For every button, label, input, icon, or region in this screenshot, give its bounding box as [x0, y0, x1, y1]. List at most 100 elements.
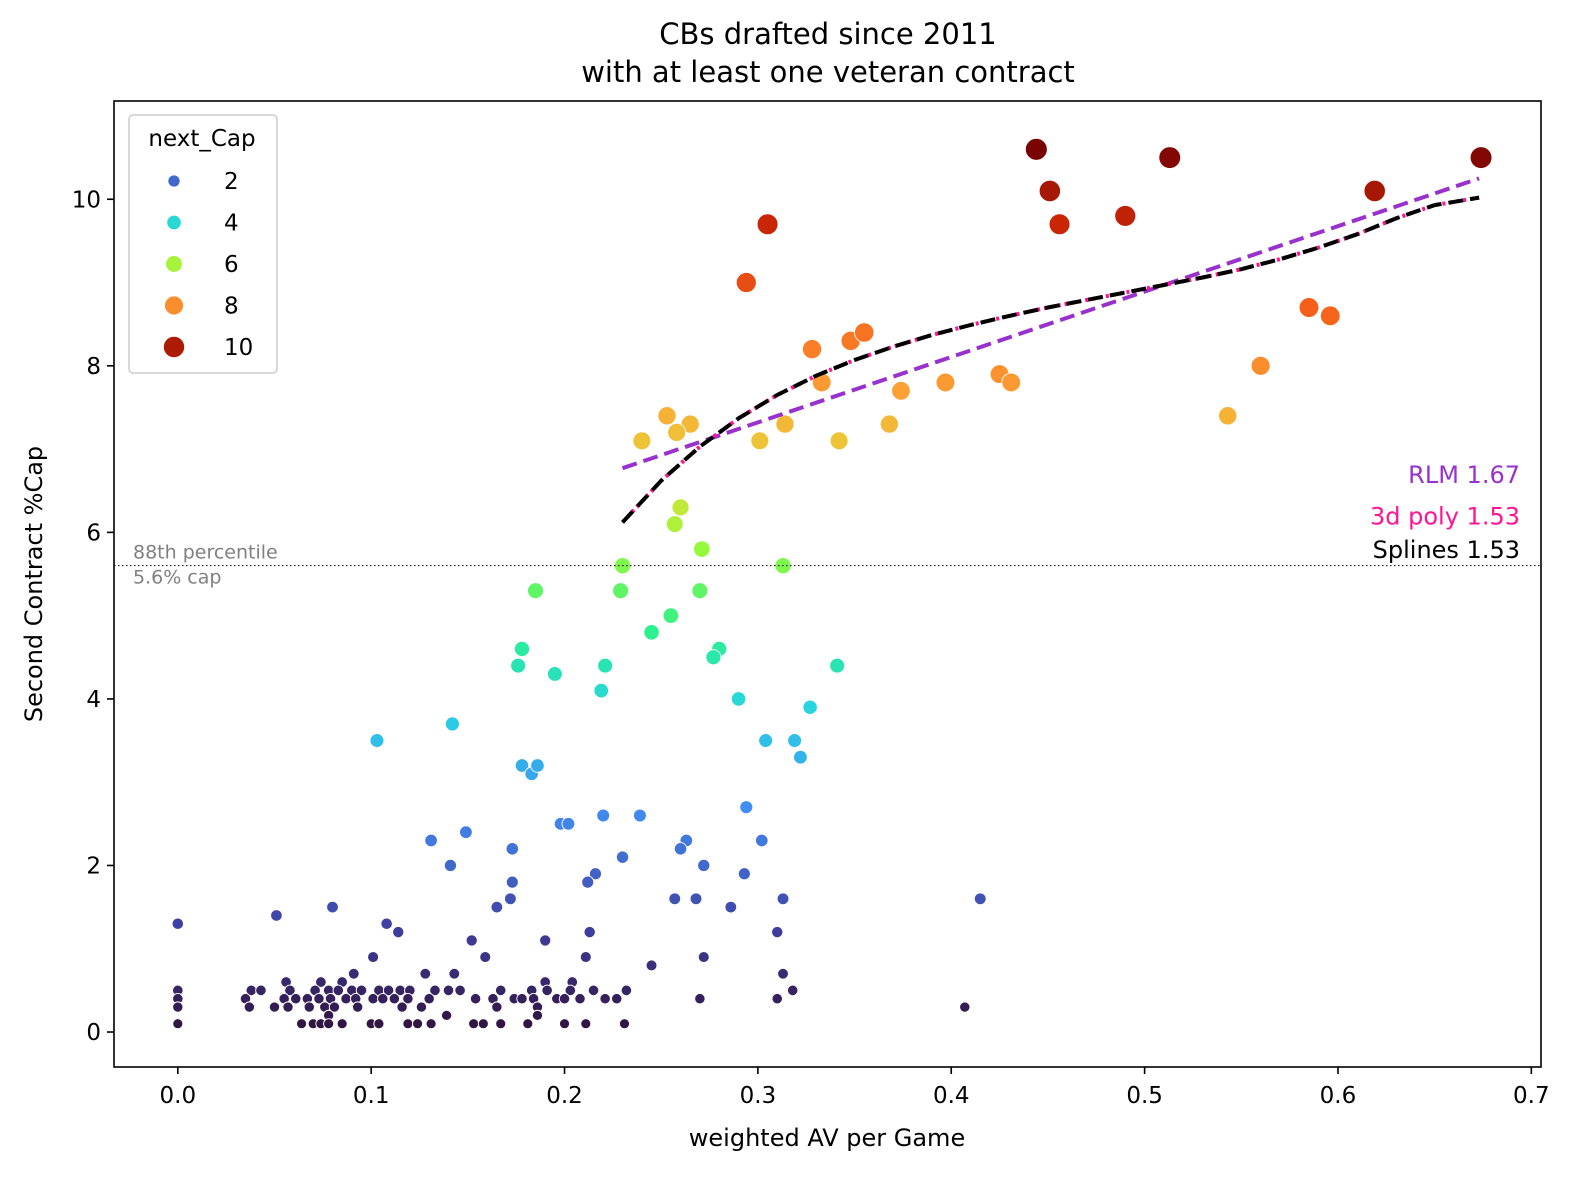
data-point [1219, 407, 1237, 425]
legend: next_Cap 2 4 6 8 10 [129, 115, 277, 373]
data-point [441, 1010, 451, 1020]
data-point [291, 993, 301, 1003]
data-point [854, 323, 874, 343]
data-point [531, 759, 545, 773]
data-point [663, 608, 679, 624]
data-point [1320, 306, 1340, 326]
x-tick-label: 0.7 [1513, 1083, 1550, 1109]
data-point [420, 968, 431, 979]
legend-marker [167, 215, 182, 230]
data-point [424, 993, 434, 1003]
data-point [698, 859, 710, 871]
data-point [759, 734, 773, 748]
data-point [575, 993, 585, 1003]
data-point [337, 1019, 347, 1029]
legend-label: 2 [224, 169, 239, 195]
reference-label-line1: 88th percentile [133, 542, 278, 564]
data-point [600, 993, 610, 1003]
data-point [778, 968, 789, 979]
data-point [269, 1002, 279, 1012]
data-point [413, 1019, 423, 1029]
legend-marker [166, 256, 183, 273]
legend-marker [163, 336, 184, 357]
data-point [755, 834, 768, 847]
data-point [621, 985, 632, 996]
data-point [1299, 298, 1319, 318]
data-point [695, 993, 705, 1003]
data-point [491, 901, 503, 913]
data-point [751, 432, 769, 450]
data-point [506, 843, 518, 855]
data-point [455, 985, 466, 996]
data-point [582, 876, 594, 888]
data-point [740, 801, 753, 814]
data-point [731, 692, 746, 707]
data-point [389, 993, 399, 1003]
data-point [1115, 205, 1136, 226]
data-point [449, 968, 460, 979]
data-point [470, 993, 480, 1003]
y-tick-label: 2 [86, 853, 101, 879]
data-point [496, 1019, 506, 1029]
data-point [594, 683, 609, 698]
data-point [374, 1019, 384, 1029]
data-point [1049, 214, 1070, 235]
data-point [368, 993, 378, 1003]
data-point [542, 985, 553, 996]
data-point [327, 901, 339, 913]
data-point [173, 1019, 183, 1029]
y-tick-label: 8 [86, 354, 101, 380]
data-point [794, 750, 808, 764]
data-point [528, 583, 544, 599]
data-point [244, 1002, 254, 1012]
data-point [692, 583, 708, 599]
x-tick-label: 0.3 [740, 1083, 777, 1109]
data-point [445, 717, 459, 731]
data-point [324, 1019, 334, 1029]
data-point [633, 432, 651, 450]
data-point [271, 910, 283, 922]
data-point [738, 868, 750, 880]
data-point [304, 1002, 314, 1012]
x-axis-title: weighted AV per Game [689, 1124, 965, 1152]
data-point [172, 918, 183, 929]
chart-title-line2: with at least one veteran contract [581, 55, 1075, 89]
y-tick-label: 6 [86, 520, 101, 546]
data-point [1251, 356, 1270, 375]
data-point [619, 1019, 629, 1029]
legend-marker [168, 175, 180, 187]
fit-annotation: Splines 1.53 [1373, 536, 1520, 564]
data-point [698, 952, 709, 963]
data-point [562, 817, 575, 830]
data-point [612, 993, 622, 1003]
data-point [368, 952, 379, 963]
data-point [694, 541, 711, 558]
data-point [403, 1019, 413, 1029]
data-point [540, 935, 551, 946]
data-point [478, 1019, 488, 1029]
x-tick-label: 0.5 [1126, 1083, 1163, 1109]
chart-title-line1: CBs drafted since 2011 [659, 17, 996, 51]
data-point [588, 985, 599, 996]
data-point [370, 734, 384, 748]
data-point [495, 985, 506, 996]
data-point [480, 952, 491, 963]
data-point [669, 893, 681, 905]
data-point [674, 843, 686, 855]
fit-annotation: 3d poly 1.53 [1370, 503, 1520, 531]
reference-label-line2: 5.6% cap [133, 567, 221, 589]
fit-annotations: RLM 1.673d poly 1.53Splines 1.53 [1370, 461, 1520, 564]
data-point [772, 993, 782, 1003]
data-point [514, 641, 529, 656]
data-point [547, 667, 562, 682]
legend-label: 8 [224, 294, 239, 320]
data-point [646, 960, 657, 971]
data-point [736, 272, 756, 292]
data-point [559, 993, 569, 1003]
data-point [523, 1019, 533, 1029]
data-point [352, 1002, 362, 1012]
data-point [283, 1002, 293, 1012]
x-tick-label: 0.6 [1320, 1083, 1357, 1109]
data-point [658, 407, 676, 425]
legend-label: 4 [224, 211, 239, 237]
